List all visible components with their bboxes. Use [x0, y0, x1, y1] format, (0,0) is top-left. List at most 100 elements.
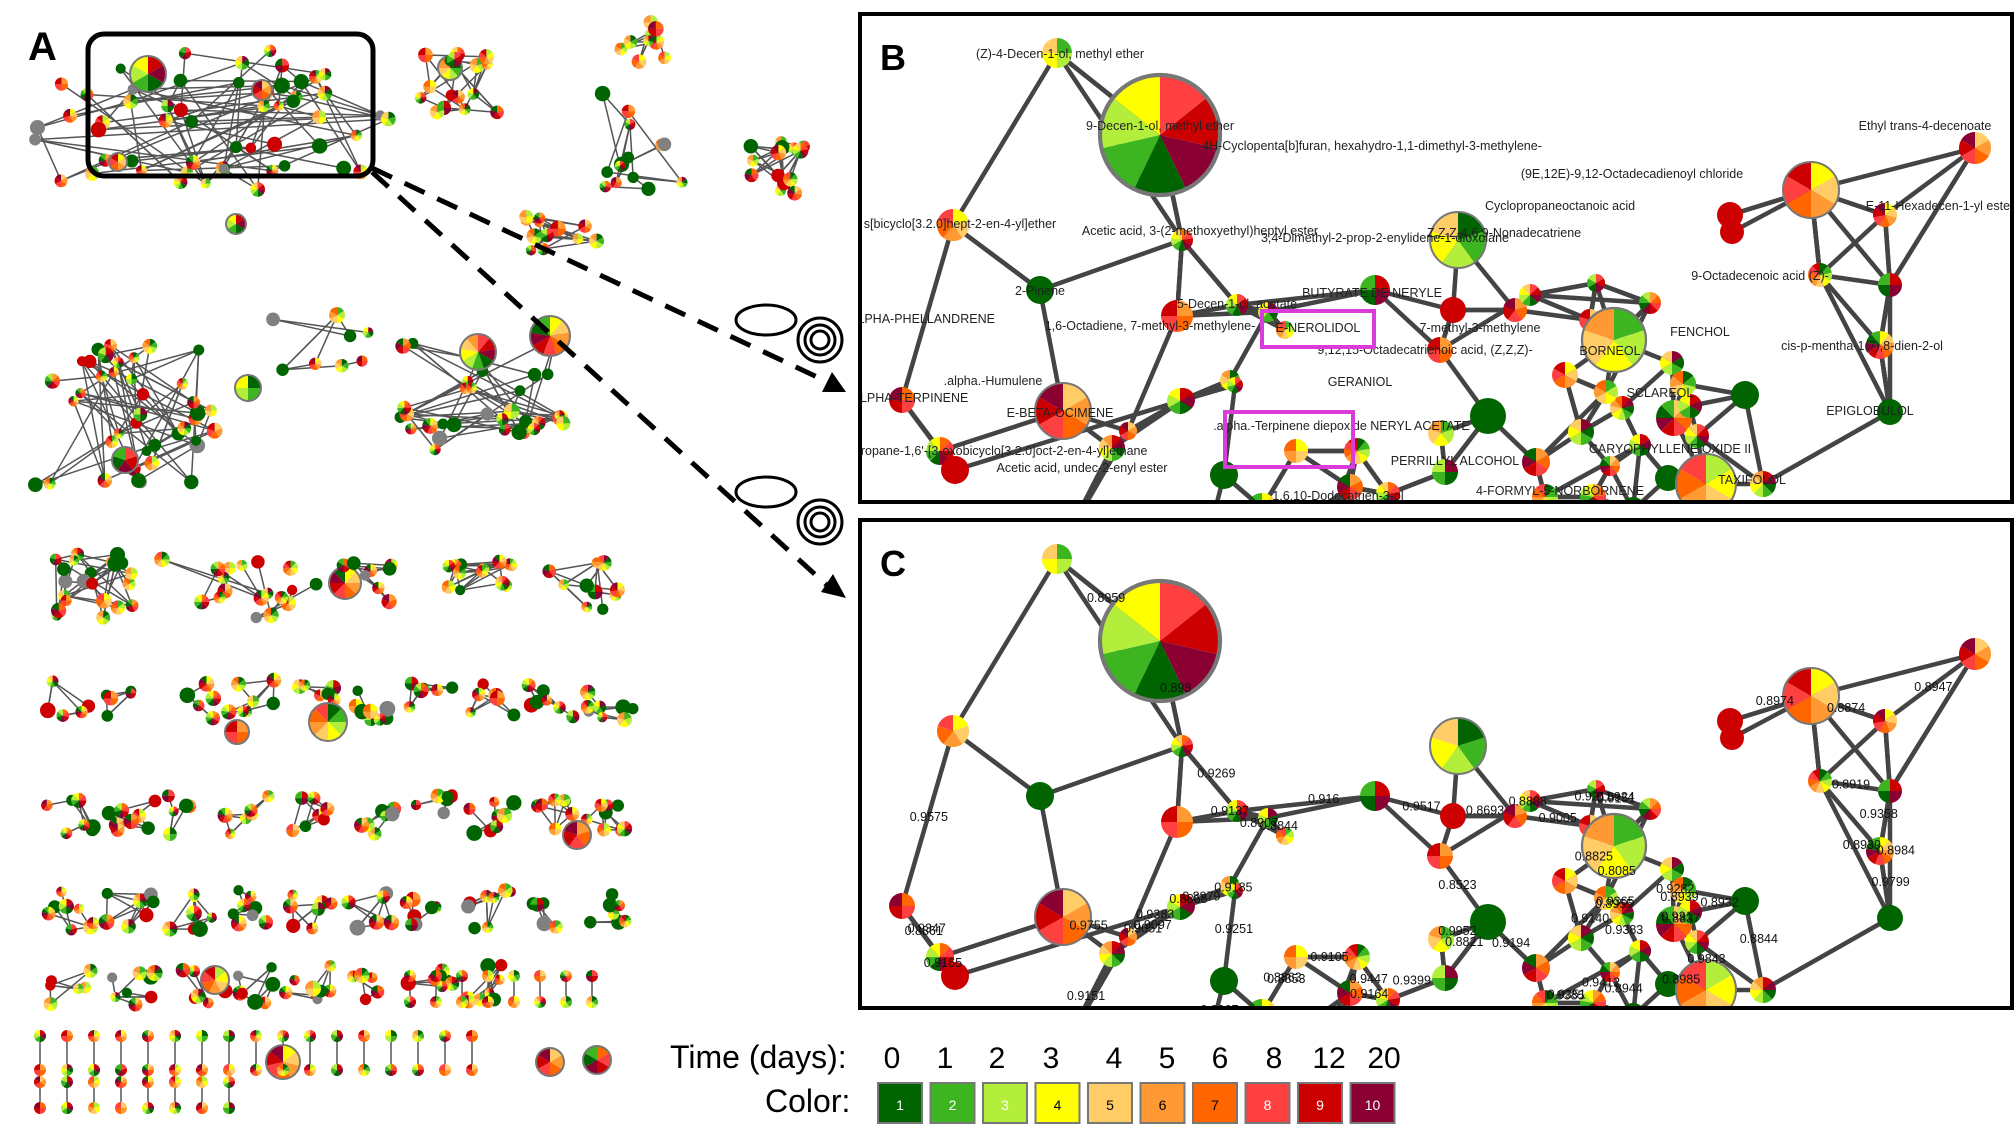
- edge-weight-label: 0.8865: [1169, 892, 1207, 906]
- node-label: 9-Octadecenoic acid (Z)-: [1691, 269, 1829, 283]
- network-node: [282, 560, 299, 576]
- network-node: [550, 220, 566, 237]
- network-node: [1552, 362, 1578, 388]
- network-node: [312, 110, 327, 125]
- network-node: [225, 213, 247, 235]
- edge-weight-label: 0.9105: [1310, 950, 1348, 964]
- network-node: [584, 916, 597, 929]
- network-node: [126, 373, 138, 385]
- network-node: [1337, 980, 1363, 1006]
- network-node: [336, 160, 352, 176]
- edge-weight-label: 0.9347: [908, 921, 946, 935]
- network-node: [562, 820, 592, 850]
- network-node: [278, 160, 291, 172]
- network-node: [614, 42, 628, 56]
- network-node: [1097, 578, 1223, 704]
- legend-swatch-number: 9: [1316, 1097, 1324, 1113]
- network-node: [73, 903, 85, 914]
- network-node: [1600, 962, 1620, 982]
- legend-color-swatch: [1192, 1082, 1238, 1124]
- network-node: [533, 995, 546, 1008]
- network-node: [60, 827, 73, 840]
- network-node: [370, 985, 385, 999]
- network-node: [218, 163, 230, 175]
- network-node: [458, 103, 471, 116]
- network-node: [1194, 524, 1222, 552]
- network-node: [190, 435, 202, 446]
- network-node: [1210, 967, 1238, 995]
- network-node: [1026, 782, 1054, 810]
- network-node: [263, 607, 279, 624]
- network-node: [1522, 448, 1550, 476]
- node-label: 9-Decen-1-ol, methyl ether: [1086, 119, 1234, 133]
- network-node: [341, 895, 356, 910]
- network-node: [1099, 941, 1125, 967]
- network-node: [223, 1064, 236, 1076]
- network-node: [1227, 883, 1244, 899]
- network-node: [193, 344, 205, 356]
- edge-weight-label: 0.8959: [1087, 591, 1125, 605]
- network-node: [113, 428, 124, 439]
- network-node: [1276, 827, 1294, 845]
- network-node: [586, 970, 598, 982]
- network-node: [507, 708, 521, 722]
- network-node: [1731, 381, 1759, 409]
- network-node: [385, 1030, 397, 1042]
- network-node: [133, 407, 148, 422]
- network-node: [184, 474, 199, 490]
- network-node: [556, 416, 571, 431]
- network-node: [163, 827, 177, 842]
- network-node: [536, 684, 550, 698]
- node-label: 2-Pinene: [1015, 284, 1065, 298]
- edge-weight-label: 0.898: [1160, 681, 1191, 695]
- network-node: [1284, 945, 1308, 969]
- network-node: [540, 228, 554, 243]
- network-node: [60, 594, 72, 607]
- network-node: [1249, 999, 1275, 1006]
- network-node: [78, 819, 90, 831]
- edge-weight-label: 0.9399: [1393, 974, 1431, 988]
- network-node: [1306, 542, 1332, 568]
- network-node: [262, 790, 275, 803]
- network-node: [496, 413, 509, 426]
- network-node: [115, 556, 129, 570]
- network-node: [141, 821, 155, 835]
- network-node: [1865, 331, 1895, 360]
- network-node: [122, 577, 136, 591]
- network-node: [412, 1030, 424, 1042]
- network-node: [676, 176, 688, 188]
- network-node: [132, 966, 147, 981]
- network-node: [746, 154, 759, 167]
- network-node: [446, 51, 463, 68]
- network-node: [1337, 474, 1363, 500]
- network-node: [381, 593, 397, 610]
- network-node: [187, 888, 200, 901]
- network-node: [96, 610, 111, 625]
- network-node: [431, 683, 444, 697]
- edge-weight-label: 0.9194: [1492, 936, 1530, 950]
- node-label: EPIGLOBULOL: [1826, 404, 1914, 418]
- network-node: [511, 424, 527, 441]
- edge-weight-label: 0.9358: [1860, 807, 1898, 821]
- network-node: [115, 1102, 127, 1114]
- network-node: [277, 1030, 289, 1042]
- edge-weight-label: 0.8853: [1267, 972, 1305, 986]
- network-node: [317, 813, 330, 826]
- network-node: [50, 602, 67, 619]
- legend-color-label: Color:: [765, 1083, 850, 1119]
- panel-c-frame: [858, 518, 2014, 1010]
- network-node: [480, 958, 496, 974]
- node-label: 4H-Cyclopenta[b]furan, hexahydro-1,1-dim…: [1202, 139, 1542, 153]
- network-node: [251, 79, 273, 101]
- network-node: [553, 701, 566, 714]
- network-node: [631, 54, 647, 69]
- network-node: [490, 819, 504, 834]
- network-node: [275, 58, 290, 73]
- node-label: Propane-1,6'-[3-oxobicyclo[3.2.0]oct-2-e…: [853, 444, 1148, 458]
- network-node: [410, 799, 422, 811]
- network-node: [161, 789, 175, 803]
- node-label: FENCHOL: [1670, 325, 1730, 339]
- edge-weight-label: 0.9843: [1687, 952, 1725, 966]
- network-node: [1344, 438, 1370, 464]
- network-node: [295, 791, 309, 805]
